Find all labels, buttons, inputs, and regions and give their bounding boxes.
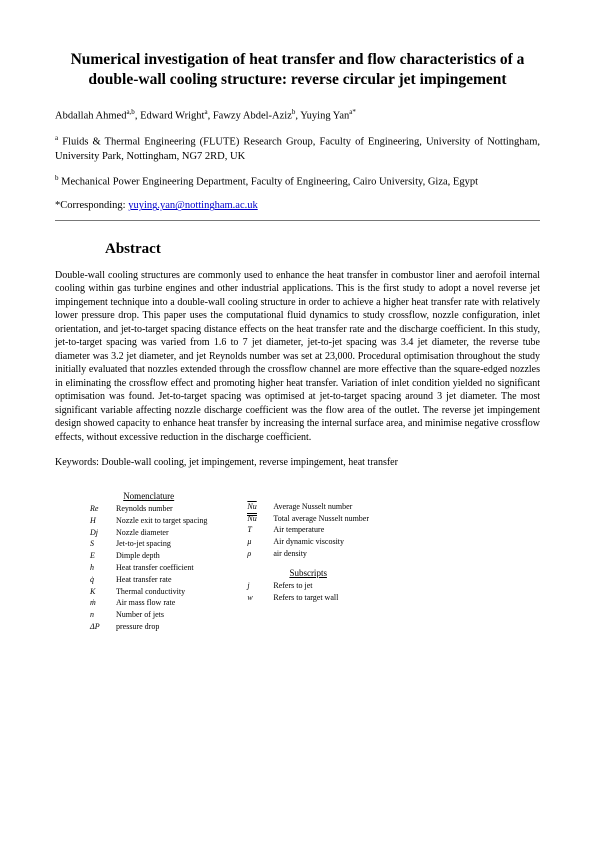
nomenclature-description: Nozzle exit to target spacing xyxy=(116,516,207,527)
nomenclature-description: Thermal conductivity xyxy=(116,587,185,598)
nomenclature-row: ρ air density xyxy=(247,549,369,560)
nomenclature-description: Number of jets xyxy=(116,610,164,621)
nomenclature-symbol: n xyxy=(90,610,108,621)
nomenclature-symbol: w xyxy=(247,593,265,604)
nomenclature-row: q̇ Heat transfer rate xyxy=(90,575,207,586)
affiliation-b: b Mechanical Power Engineering Departmen… xyxy=(55,174,540,190)
abstract-body: Double-wall cooling structures are commo… xyxy=(55,269,540,445)
nomenclature-symbol: μ xyxy=(247,537,265,548)
nomenclature-symbol: Nu xyxy=(247,514,265,525)
nomenclature-description: air density xyxy=(273,549,307,560)
nomenclature-row: Nu Total average Nusselt number xyxy=(247,514,369,525)
author-name: , Fawzy Abdel-Aziz xyxy=(208,111,292,122)
author-sup: a,b xyxy=(126,108,134,116)
author-name: , Yuying Yan xyxy=(295,111,349,122)
nomenclature-row: H Nozzle exit to target spacing xyxy=(90,516,207,527)
nomenclature-heading: Nomenclature xyxy=(90,490,207,502)
nomenclature-row: n Number of jets xyxy=(90,610,207,621)
page-title: Numerical investigation of heat transfer… xyxy=(55,50,540,90)
nomenclature-row: w Refers to target wall xyxy=(247,593,369,604)
nomenclature-row: Re Reynolds number xyxy=(90,504,207,515)
nomenclature-symbol: q̇ xyxy=(90,575,108,586)
nomenclature-symbol: h xyxy=(90,563,108,574)
nomenclature-description: Average Nusselt number xyxy=(273,502,352,513)
nomenclature-description: Jet-to-jet spacing xyxy=(116,539,171,550)
nomenclature-row: S Jet-to-jet spacing xyxy=(90,539,207,550)
nomenclature-description: Air temperature xyxy=(273,525,324,536)
nomenclature-right-column: Nu Average Nusselt number Nu Total average … xyxy=(247,490,369,634)
nomenclature-description: Total average Nusselt number xyxy=(273,514,369,525)
nomenclature-row: Dj Nozzle diameter xyxy=(90,528,207,539)
nomenclature-symbol: ρ xyxy=(247,549,265,560)
subscripts-heading: Subscripts xyxy=(247,567,369,579)
nomenclature-row: K Thermal conductivity xyxy=(90,587,207,598)
nomenclature-description: Heat transfer rate xyxy=(116,575,172,586)
nomenclature-description: Nozzle diameter xyxy=(116,528,169,539)
nomenclature-row: E Dimple depth xyxy=(90,551,207,562)
nomenclature-symbol: Nu xyxy=(247,502,265,513)
corresponding-line: *Corresponding: yuying.yan@nottingham.ac… xyxy=(55,199,540,213)
nomenclature-description: Heat transfer coefficient xyxy=(116,563,194,574)
divider xyxy=(55,220,540,221)
author-sup: a* xyxy=(349,108,356,116)
nomenclature-row: μ Air dynamic viscosity xyxy=(247,537,369,548)
nomenclature-symbol: j xyxy=(247,581,265,592)
nomenclature-symbol: H xyxy=(90,516,108,527)
abstract-heading: Abstract xyxy=(105,239,540,259)
nomenclature-row: h Heat transfer coefficient xyxy=(90,563,207,574)
nomenclature-description: Refers to jet xyxy=(273,581,312,592)
nomenclature-description: Air dynamic viscosity xyxy=(273,537,344,548)
nomenclature-symbol: E xyxy=(90,551,108,562)
keywords-line: Keywords: Double-wall cooling, jet impin… xyxy=(55,456,540,470)
nomenclature-left-column: Nomenclature Re Reynolds number H Nozzle ex… xyxy=(90,490,207,634)
affiliation-text: Fluids & Thermal Engineering (FLUTE) Res… xyxy=(55,136,540,161)
author-name: Abdallah Ahmed xyxy=(55,111,126,122)
affiliation-a: a Fluids & Thermal Engineering (FLUTE) R… xyxy=(55,134,540,164)
affiliation-text: Mechanical Power Engineering Department,… xyxy=(59,176,479,187)
nomenclature-symbol: S xyxy=(90,539,108,550)
nomenclature-symbol: ṁ xyxy=(90,598,108,609)
nomenclature-description: Air mass flow rate xyxy=(116,598,175,609)
nomenclature-description: pressure drop xyxy=(116,622,159,633)
nomenclature-row: T Air temperature xyxy=(247,525,369,536)
nomenclature-symbol: Dj xyxy=(90,528,108,539)
nomenclature-symbol: Re xyxy=(90,504,108,515)
nomenclature-row: j Refers to jet xyxy=(247,581,369,592)
nomenclature-row: ṁ Air mass flow rate xyxy=(90,598,207,609)
authors-line: Abdallah Ahmeda,b, Edward Wrighta, Fawzy… xyxy=(55,108,540,124)
corresponding-prefix: *Corresponding: xyxy=(55,200,128,211)
nomenclature-symbol: ΔP xyxy=(90,622,108,633)
nomenclature-description: Refers to target wall xyxy=(273,593,338,604)
nomenclature-symbol: T xyxy=(247,525,265,536)
nomenclature-description: Dimple depth xyxy=(116,551,160,562)
nomenclature-symbol: K xyxy=(90,587,108,598)
corresponding-email-link[interactable]: yuying.yan@nottingham.ac.uk xyxy=(128,200,258,211)
nomenclature-row: ΔP pressure drop xyxy=(90,622,207,633)
nomenclature-description: Reynolds number xyxy=(116,504,173,515)
nomenclature-row: Nu Average Nusselt number xyxy=(247,502,369,513)
author-name: , Edward Wright xyxy=(135,111,205,122)
nomenclature-section: Nomenclature Re Reynolds number H Nozzle ex… xyxy=(90,490,540,634)
